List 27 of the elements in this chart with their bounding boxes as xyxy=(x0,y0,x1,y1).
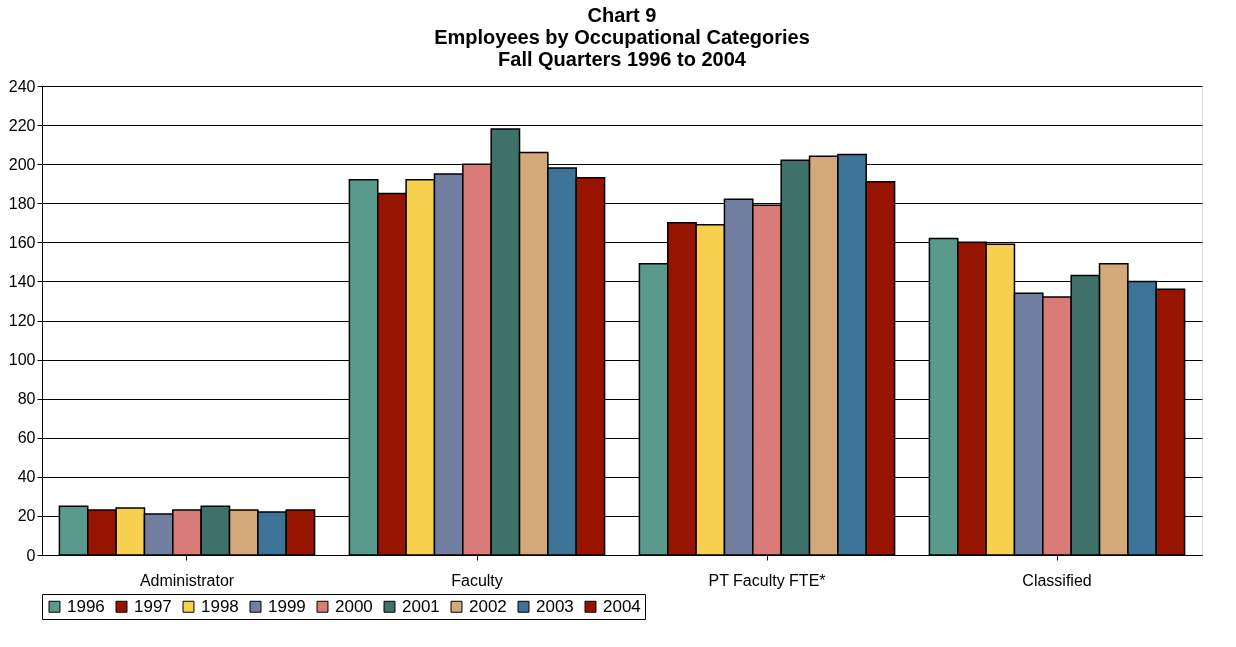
y-tick-label: 120 xyxy=(8,312,36,329)
y-tick-label: 100 xyxy=(8,351,36,369)
y-tick-label: 0 xyxy=(26,546,36,564)
y-tick-label: 180 xyxy=(8,194,36,212)
y-tick-label: 160 xyxy=(8,233,36,251)
legend-label: 2003 xyxy=(536,596,574,616)
y-tick-label: 220 xyxy=(8,116,36,134)
legend-label: 1998 xyxy=(201,596,239,616)
y-tick-label: 200 xyxy=(8,155,36,173)
y-tick-label: 240 xyxy=(8,77,36,95)
y-tick-label: 60 xyxy=(17,429,36,447)
chart-title: Chart 9 Employees by Occupational Categories Fall Quarters 1996 to 2004 xyxy=(434,4,810,70)
y-tick-label: 40 xyxy=(17,468,36,486)
y-tick-label: 140 xyxy=(8,272,36,290)
x-tick-label: Classified xyxy=(1022,571,1092,589)
x-tick-label: PT Faculty FTE* xyxy=(708,571,826,589)
y-tick-label: 20 xyxy=(17,507,36,525)
x-tick-label: Faculty xyxy=(451,571,503,589)
legend-label: 1999 xyxy=(268,596,306,616)
legend-label: 2000 xyxy=(335,596,373,616)
legend-label: 1997 xyxy=(134,596,172,616)
legend-label: 2001 xyxy=(402,596,440,616)
legend-label: 1996 xyxy=(67,596,105,616)
y-tick-label: 80 xyxy=(17,390,36,408)
x-tick-label: Administrator xyxy=(139,571,235,589)
legend-label: 2002 xyxy=(469,596,507,616)
legend-label: 2004 xyxy=(603,596,641,616)
